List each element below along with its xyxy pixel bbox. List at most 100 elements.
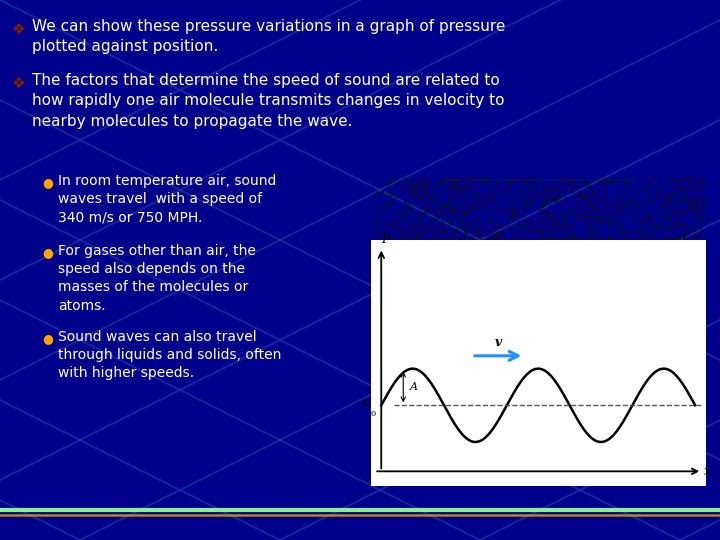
Point: [507, 212, 518, 220]
Point: [524, 201, 536, 210]
Point: [678, 232, 690, 241]
Point: [670, 202, 681, 211]
Point: [439, 225, 451, 234]
Point: [664, 195, 675, 204]
Point: [489, 191, 500, 199]
Point: [567, 230, 579, 238]
Point: [557, 211, 569, 220]
Point: [373, 206, 384, 214]
Point: [396, 228, 408, 237]
Point: [615, 229, 626, 238]
Point: [671, 195, 683, 204]
Text: x: x: [704, 465, 711, 478]
Point: [664, 191, 675, 200]
Point: [383, 198, 395, 207]
Point: [469, 228, 481, 237]
Point: [523, 225, 534, 234]
Point: [402, 226, 414, 235]
Point: [683, 176, 695, 184]
Point: [552, 221, 563, 230]
Point: [409, 228, 420, 237]
Point: [603, 215, 614, 224]
Point: [577, 192, 588, 201]
Point: [454, 188, 466, 197]
Point: [405, 173, 417, 181]
Point: [414, 234, 426, 242]
Point: [609, 174, 621, 183]
Point: [446, 231, 457, 240]
Point: [492, 232, 504, 241]
Point: [425, 216, 436, 225]
Point: [646, 197, 657, 206]
Point: [613, 206, 624, 215]
Point: [603, 201, 615, 210]
Point: [682, 197, 693, 205]
Point: [553, 207, 564, 215]
Point: [568, 191, 580, 199]
Point: [458, 224, 469, 233]
Point: [533, 190, 544, 199]
Point: [611, 215, 623, 224]
Point: [662, 203, 673, 212]
Point: [455, 207, 467, 215]
Point: [418, 208, 430, 217]
Point: [536, 208, 548, 217]
Point: [679, 208, 690, 217]
Point: [586, 187, 598, 195]
Point: [434, 225, 446, 234]
Point: [634, 227, 645, 236]
Point: [457, 210, 469, 218]
Point: [678, 174, 690, 183]
Point: [452, 176, 464, 185]
Point: [538, 200, 549, 208]
Point: [590, 213, 602, 222]
Point: [440, 228, 451, 237]
Point: [633, 227, 644, 236]
Point: [576, 204, 588, 213]
Point: [404, 173, 415, 182]
Point: [580, 192, 592, 200]
Point: [377, 187, 388, 195]
Point: [679, 173, 690, 181]
Point: [438, 180, 449, 188]
Point: [685, 201, 696, 210]
Point: [564, 204, 575, 212]
Point: [461, 210, 472, 219]
Point: [380, 180, 392, 189]
Point: [414, 192, 426, 201]
Point: [474, 182, 485, 191]
Point: [440, 201, 451, 210]
Point: [420, 199, 431, 208]
Point: [466, 227, 477, 236]
Point: [554, 185, 565, 194]
Point: [606, 216, 617, 225]
Point: [495, 222, 506, 231]
Point: [390, 220, 401, 229]
Point: [464, 208, 475, 217]
Point: [445, 205, 456, 213]
Point: [457, 233, 469, 241]
Point: [512, 220, 523, 228]
Point: [662, 195, 673, 204]
Point: [381, 221, 392, 230]
Point: [685, 202, 696, 211]
Point: [628, 226, 639, 235]
Point: [678, 207, 689, 215]
Point: [670, 189, 681, 198]
Point: [601, 234, 613, 242]
Point: [383, 179, 395, 188]
Point: [426, 197, 437, 205]
Point: [388, 218, 400, 226]
Point: [627, 195, 639, 204]
Point: [583, 180, 595, 189]
Point: [474, 205, 485, 213]
Point: [624, 210, 636, 218]
Point: [376, 217, 387, 226]
Point: [606, 218, 617, 227]
Point: [552, 217, 563, 226]
Point: [463, 201, 474, 210]
Point: [405, 221, 416, 230]
Point: [499, 185, 510, 194]
Point: [585, 230, 596, 239]
Point: [576, 178, 588, 187]
